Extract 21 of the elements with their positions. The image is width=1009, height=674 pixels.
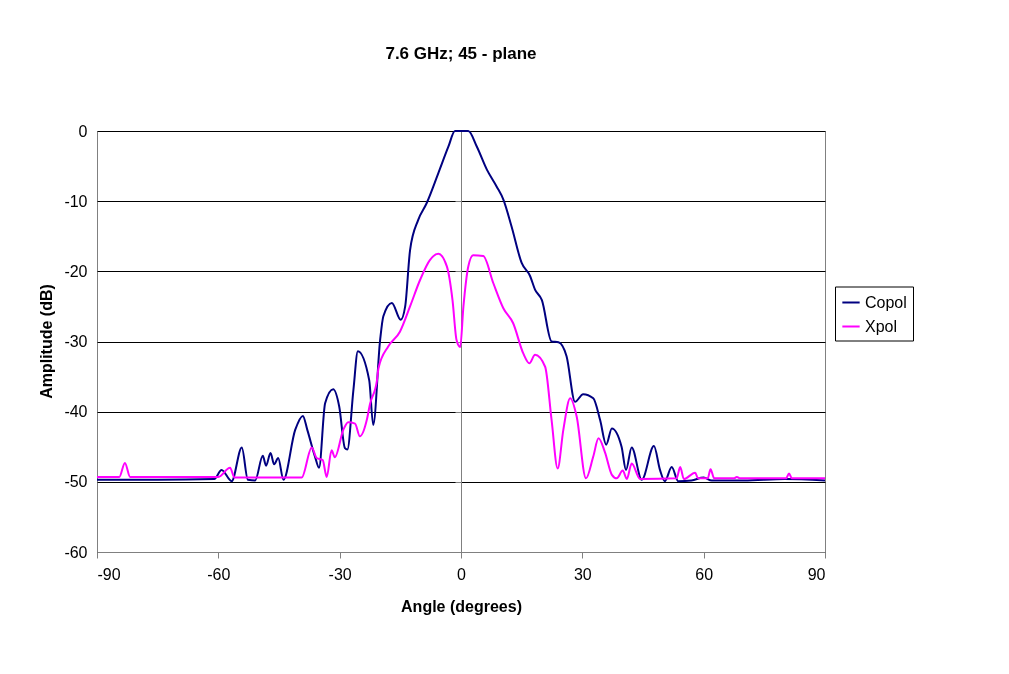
- line-series: [96, 130, 826, 483]
- x-axis-title: Angle (degrees): [401, 597, 522, 615]
- y-tick-label: 0: [78, 122, 88, 140]
- y-axis-title: Amplitude (dB): [38, 284, 55, 399]
- x-tick-label: 60: [695, 565, 714, 583]
- chart-title: 7.6 GHz; 45 - plane: [385, 44, 537, 63]
- legend-label: Copol: [865, 293, 907, 311]
- legend-label: Xpol: [865, 317, 898, 335]
- x-tick-label: 30: [573, 565, 592, 583]
- x-tick-label: 0: [457, 565, 467, 583]
- x-tick-label: -90: [97, 565, 121, 583]
- y-tick-label: -50: [64, 473, 88, 491]
- x-tick-label: 90: [807, 565, 826, 583]
- y-tick-label: -30: [64, 333, 88, 350]
- y-tick-label: -60: [64, 543, 88, 561]
- y-tick-label: -40: [64, 403, 88, 421]
- y-tick-label: -10: [64, 192, 88, 210]
- line-series: [96, 252, 826, 481]
- y-tick-label: -20: [64, 262, 88, 280]
- x-tick-label: -60: [207, 565, 231, 583]
- x-tick-label: -30: [328, 565, 352, 583]
